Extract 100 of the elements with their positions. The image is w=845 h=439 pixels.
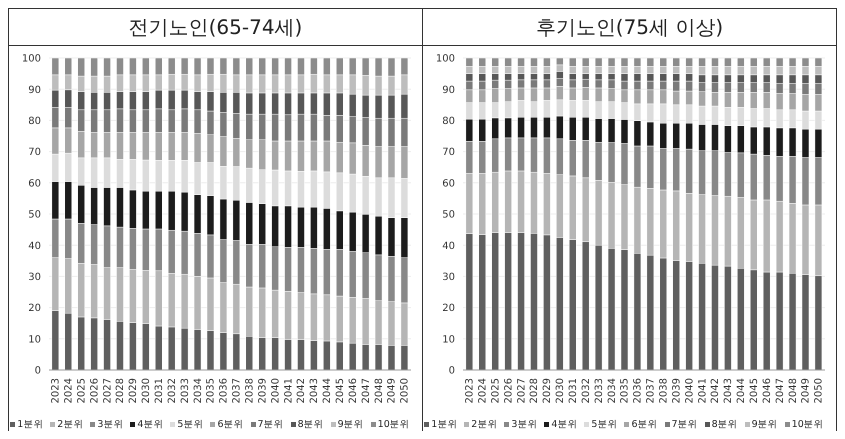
x-tick-label: 2028: [529, 378, 540, 404]
x-tick-label: 2043: [309, 378, 320, 404]
legend-label: 6분위: [216, 418, 244, 431]
x-tick-label: 2038: [244, 378, 256, 404]
y-tick-label: 50: [28, 210, 41, 221]
x-tick-label: 2037: [232, 378, 243, 404]
legend-label: 5분위: [176, 418, 204, 431]
y-tick-label: 30: [442, 272, 455, 283]
chart-title: 전기노인(65-74세): [9, 9, 422, 46]
legend-label: 4분위: [136, 418, 164, 431]
y-tick-label: 70: [28, 147, 41, 158]
x-tick-label: 2028: [115, 378, 126, 404]
x-tick-label: 2035: [620, 378, 631, 404]
legend-label: 10분위: [790, 418, 824, 431]
y-tick-label: 30: [28, 272, 41, 283]
x-tick-label: 2041: [283, 378, 294, 404]
x-tick-label: 2032: [166, 378, 178, 404]
x-tick-label: 2047: [360, 378, 372, 404]
legend-label: 4분위: [550, 418, 578, 431]
legend-label: 3분위: [510, 418, 538, 431]
x-tick-label: 2027: [102, 378, 114, 404]
x-tick-label: 2038: [658, 378, 670, 404]
y-tick-label: 40: [28, 240, 41, 252]
legend-label: 10분위: [376, 418, 410, 431]
x-tick-label: 2048: [374, 378, 385, 404]
y-tick-label: 90: [28, 84, 41, 96]
y-tick-label: 0: [448, 366, 455, 377]
x-tick-label: 2046: [348, 378, 359, 404]
x-tick-label: 2036: [218, 378, 230, 404]
x-tick-label: 2029: [128, 378, 140, 404]
legend-label: 6분위: [630, 418, 658, 431]
y-tick-label: 10: [28, 334, 41, 346]
y-tick-label: 100: [22, 54, 41, 65]
x-tick-label: 2027: [516, 378, 528, 404]
x-tick-label: 2025: [490, 378, 502, 404]
legend-label: 7분위: [256, 418, 284, 431]
x-tick-label: 2034: [606, 378, 618, 404]
legend-label: 1분위: [430, 418, 458, 431]
y-tick-label: 40: [442, 240, 455, 252]
y-tick-label: 60: [442, 178, 455, 190]
x-tick-label: 2035: [206, 378, 217, 404]
legend-label: 5분위: [590, 418, 618, 431]
x-tick-label: 2049: [386, 378, 398, 404]
x-tick-label: 2045: [334, 378, 346, 404]
x-tick-label: 2040: [684, 378, 696, 404]
y-tick-label: 50: [442, 210, 455, 221]
legend-label: 1분위: [16, 418, 44, 431]
legend-label: 8분위: [710, 418, 738, 431]
legend-label: 8분위: [296, 418, 324, 431]
x-tick-label: 2023: [50, 378, 62, 404]
y-tick-label: 10: [442, 334, 455, 346]
x-tick-label: 2043: [723, 378, 734, 404]
x-tick-label: 2050: [814, 378, 825, 404]
x-tick-label: 2047: [774, 378, 786, 404]
y-tick-label: 60: [28, 178, 41, 190]
x-tick-label: 2041: [697, 378, 708, 404]
y-tick-label: 90: [442, 84, 455, 96]
x-tick-label: 2049: [800, 378, 812, 404]
x-tick-label: 2039: [257, 378, 268, 404]
x-tick-label: 2030: [141, 378, 152, 404]
x-tick-label: 2044: [736, 378, 748, 404]
legend-label: 7분위: [670, 418, 698, 431]
legend-label: 2분위: [470, 418, 498, 431]
chart-title: 후기노인(75세 이상): [423, 9, 836, 46]
x-tick-label: 2026: [503, 378, 514, 404]
y-tick-label: 20: [442, 303, 455, 314]
x-tick-label: 2048: [788, 378, 799, 404]
x-tick-label: 2029: [542, 378, 554, 404]
x-tick-label: 2023: [464, 378, 476, 404]
x-tick-label: 2030: [555, 378, 566, 404]
x-tick-label: 2046: [762, 378, 773, 404]
y-tick-label: 100: [436, 54, 455, 65]
legend-label: 2분위: [56, 418, 84, 431]
x-tick-label: 2031: [154, 378, 165, 404]
x-tick-label: 2033: [594, 378, 605, 404]
x-tick-label: 2037: [646, 378, 657, 404]
x-tick-label: 2026: [89, 378, 100, 404]
x-tick-label: 2044: [322, 378, 334, 404]
y-tick-label: 80: [28, 116, 41, 127]
x-tick-label: 2033: [180, 378, 191, 404]
x-tick-label: 2031: [568, 378, 579, 404]
x-tick-label: 2045: [748, 378, 760, 404]
x-tick-label: 2036: [632, 378, 644, 404]
x-tick-label: 2039: [671, 378, 682, 404]
y-tick-label: 0: [34, 366, 41, 377]
legend-label: 9분위: [336, 418, 364, 431]
x-tick-label: 2025: [76, 378, 88, 404]
y-tick-label: 20: [28, 303, 41, 314]
x-tick-label: 2040: [270, 378, 282, 404]
x-tick-label: 2042: [710, 378, 722, 404]
y-tick-label: 70: [442, 147, 455, 158]
legend-label: 3분위: [96, 418, 124, 431]
x-tick-label: 2050: [400, 378, 411, 404]
x-tick-label: 2034: [192, 378, 204, 404]
x-tick-label: 2042: [296, 378, 308, 404]
x-tick-label: 2032: [580, 378, 592, 404]
legend-label: 9분위: [750, 418, 778, 431]
y-tick-label: 80: [442, 116, 455, 127]
x-tick-label: 2024: [477, 378, 488, 404]
x-tick-label: 2024: [63, 378, 74, 404]
